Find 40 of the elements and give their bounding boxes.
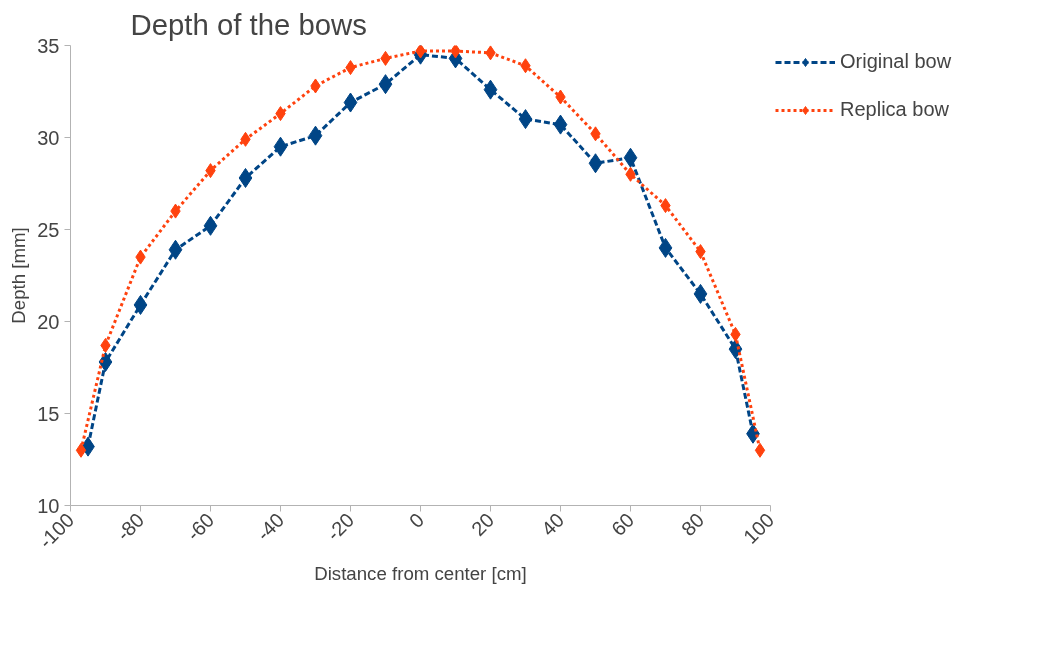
point bbox=[415, 45, 426, 59]
y-tick-label: 10 bbox=[37, 494, 60, 517]
point bbox=[588, 153, 603, 174]
point bbox=[553, 114, 568, 135]
x-tick-label: 100 bbox=[739, 508, 779, 548]
y-tick-label: 35 bbox=[37, 34, 60, 57]
point bbox=[75, 442, 87, 458]
x-tick-label: -20 bbox=[322, 508, 359, 545]
point bbox=[483, 79, 498, 100]
y-tick-label: 30 bbox=[37, 126, 60, 149]
chart-title: Depth of the bows bbox=[130, 7, 367, 41]
y-tick-label: 15 bbox=[37, 402, 60, 425]
x-tick-label: -60 bbox=[182, 508, 219, 545]
x-tick-label: 20 bbox=[466, 508, 499, 541]
point bbox=[450, 45, 461, 59]
x-axis-title: Distance from center [cm] bbox=[314, 562, 527, 584]
x-tick-label: 0 bbox=[404, 508, 429, 533]
point bbox=[168, 239, 183, 260]
x-tick-label: 80 bbox=[676, 508, 709, 541]
point bbox=[518, 109, 533, 130]
legend-label: Original bow bbox=[840, 50, 952, 73]
x-tick-label: -40 bbox=[252, 508, 289, 545]
x-tick-label: -80 bbox=[112, 508, 149, 545]
point bbox=[658, 237, 673, 258]
y-tick-label: 25 bbox=[37, 218, 60, 241]
point bbox=[623, 147, 638, 168]
point bbox=[693, 283, 708, 304]
point bbox=[378, 74, 393, 95]
point bbox=[203, 215, 218, 236]
point bbox=[343, 92, 358, 113]
point bbox=[308, 125, 323, 146]
y-axis-title: Depth [mm] bbox=[8, 227, 30, 324]
point bbox=[238, 167, 253, 188]
x-tick-label: 60 bbox=[606, 508, 639, 541]
point bbox=[133, 294, 148, 315]
x-tick-label: 40 bbox=[536, 508, 569, 541]
legend-label: Replica bow bbox=[840, 98, 949, 121]
point bbox=[273, 136, 288, 157]
y-tick-label: 20 bbox=[37, 310, 60, 333]
point bbox=[754, 442, 766, 458]
